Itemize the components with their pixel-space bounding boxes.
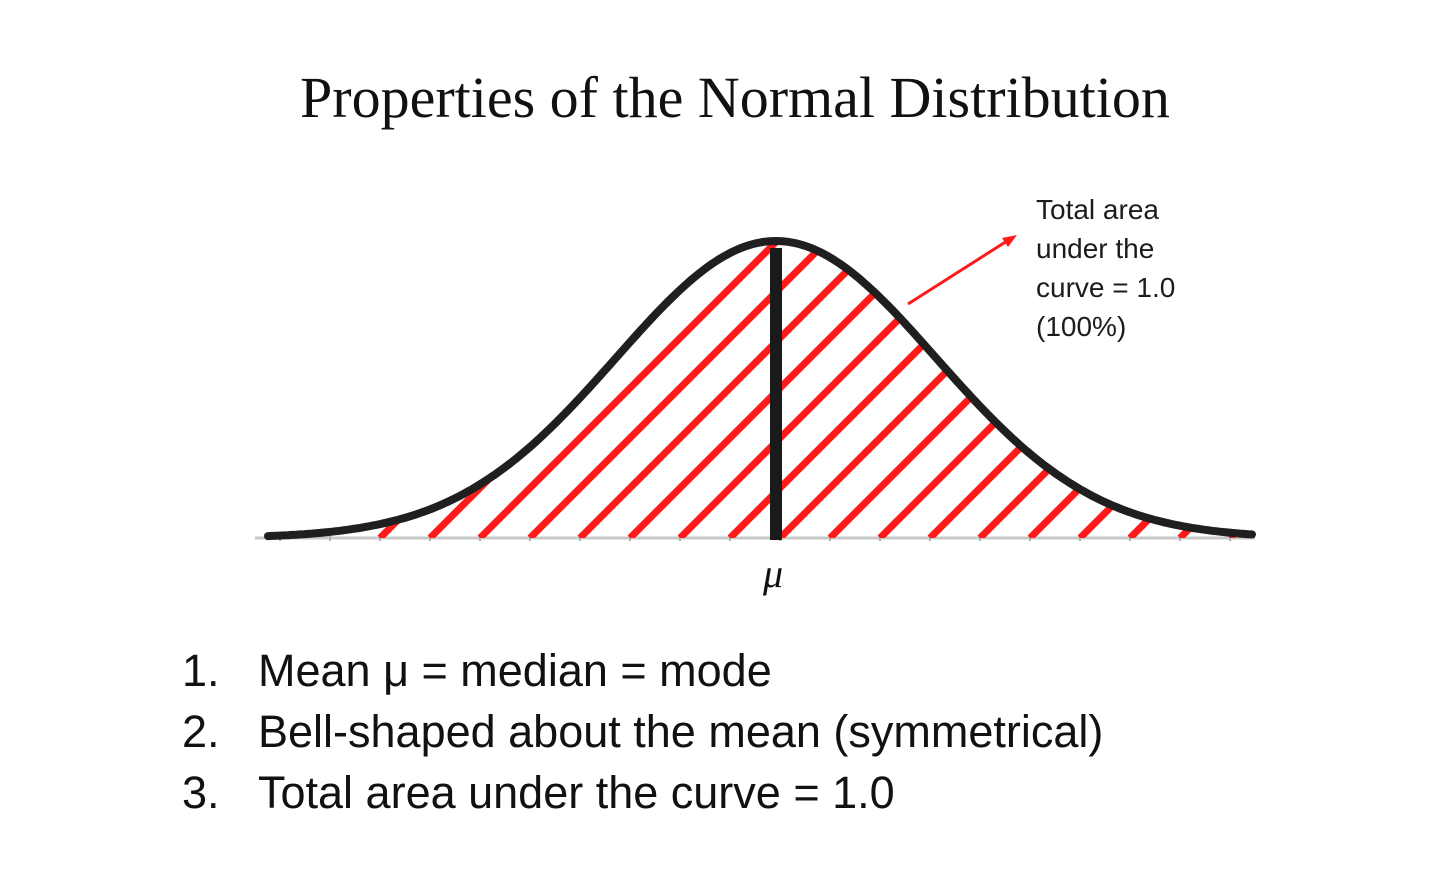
- annotation-line: under the: [1036, 233, 1155, 264]
- area-hatching: [377, 208, 1440, 538]
- area-annotation: Total area under the curve = 1.0 (100%): [1036, 190, 1256, 346]
- hatch-line: [377, 241, 713, 538]
- property-item: 1. Mean μ = median = mode: [182, 640, 1282, 701]
- hatch-line: [577, 241, 913, 538]
- hatch-line: [477, 241, 813, 538]
- annotation-line: Total area: [1036, 194, 1159, 225]
- annotation-line: (100%): [1036, 311, 1127, 342]
- bell-curve: [264, 236, 1256, 541]
- property-item: 2. Bell-shaped about the mean (symmetric…: [182, 701, 1282, 762]
- hatch-line: [627, 241, 963, 538]
- mean-label: μ: [763, 551, 784, 596]
- property-number: 1.: [182, 645, 220, 696]
- property-number: 3.: [182, 767, 220, 818]
- slide-title: Properties of the Normal Distribution: [300, 65, 1170, 130]
- arrow-up-right-icon: [907, 235, 1017, 306]
- hatch-line: [1330, 208, 1440, 538]
- property-text: Mean μ = median = mode: [258, 645, 772, 696]
- property-text: Total area under the curve = 1.0: [258, 767, 895, 818]
- hatch-line: [1380, 208, 1440, 538]
- hatch-line: [527, 241, 863, 538]
- hatch-line: [1430, 208, 1440, 538]
- hatch-line: [1227, 241, 1252, 538]
- hatch-line: [1280, 208, 1440, 538]
- property-item: 3. Total area under the curve = 1.0: [182, 762, 1282, 823]
- property-text: Bell-shaped about the mean (symmetrical): [258, 706, 1104, 757]
- property-number: 2.: [182, 706, 220, 757]
- annotation-line: curve = 1.0: [1036, 272, 1176, 303]
- properties-list: 1. Mean μ = median = mode 2. Bell-shaped…: [182, 640, 1282, 823]
